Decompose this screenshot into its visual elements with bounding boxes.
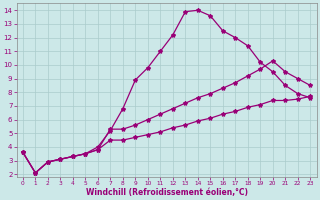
X-axis label: Windchill (Refroidissement éolien,°C): Windchill (Refroidissement éolien,°C): [85, 188, 248, 197]
